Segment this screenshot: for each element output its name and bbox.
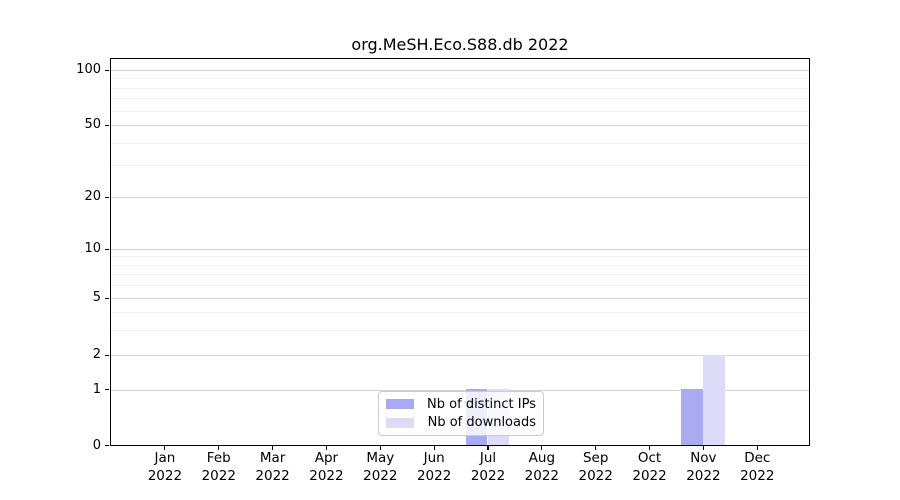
y-axis-tick (105, 196, 109, 198)
x-axis-tick (272, 446, 274, 450)
grid-line-minor (111, 329, 809, 331)
grid-line-minor (111, 110, 809, 112)
grid-line-minor (111, 78, 809, 80)
x-axis-tick-label-line: Oct (637, 450, 662, 466)
x-axis-tick-label-line: 2022 (686, 467, 721, 484)
x-axis-tick-label-line: Jan (154, 450, 176, 466)
x-axis-tick-label-line: Sep (582, 450, 609, 466)
grid-line-minor (111, 264, 809, 266)
x-axis-tick-label: Nov 2022 (671, 450, 735, 485)
legend-item-downloads: Nb of downloads (386, 415, 536, 430)
grid-line-minor (111, 87, 809, 89)
x-axis-tick-label-line: 2022 (147, 467, 183, 484)
x-axis-tick-label: Aug 2022 (510, 450, 574, 485)
x-axis-tick-label: Sep 2022 (564, 450, 628, 485)
y-axis-tick (105, 354, 109, 356)
x-axis-tick-label-line: Feb (206, 450, 231, 466)
x-axis-tick-label-line: 2022 (309, 467, 344, 484)
chart-title: org.MeSH.Eco.S88.db 2022 (351, 35, 569, 54)
x-axis-tick-label: Oct 2022 (618, 450, 682, 485)
x-axis-tick (541, 446, 543, 450)
x-axis-tick-label-line: 2022 (363, 467, 398, 484)
y-axis-tick-label: 5 (92, 290, 101, 305)
y-axis-tick (105, 389, 109, 391)
x-axis-tick-label: Apr 2022 (294, 450, 358, 485)
legend-label-downloads: Nb of downloads (427, 415, 536, 431)
x-axis-tick-label-line: 2022 (578, 467, 613, 484)
x-axis-tick-label: Jul 2022 (456, 450, 520, 485)
x-axis-tick (487, 446, 489, 450)
grid-line-major (111, 125, 809, 126)
x-axis-tick-label-line: 2022 (470, 467, 506, 484)
plot-area (110, 58, 810, 446)
y-axis-tick (105, 248, 109, 250)
x-axis-tick (218, 446, 220, 450)
legend-item-distinct-ips: Nb of distinct IPs (386, 397, 536, 412)
x-axis-tick-label-line: 2022 (524, 467, 560, 484)
x-axis-tick (325, 446, 328, 450)
grid-line-major (111, 197, 809, 198)
y-axis-tick-label: 2 (92, 347, 101, 362)
y-axis-tick-label: 50 (84, 117, 101, 132)
x-axis-tick-label-line: 2022 (255, 467, 290, 484)
x-axis-tick-label-line: Apr (314, 450, 339, 466)
grid-line-major (111, 355, 809, 356)
y-axis-tick-label: 20 (84, 189, 101, 204)
y-axis-tick (105, 297, 109, 299)
x-axis-tick-label: May 2022 (348, 450, 412, 485)
x-axis-tick-label: Jan 2022 (133, 450, 197, 485)
x-axis-tick-label-line: May (366, 450, 395, 466)
y-axis-tick (105, 69, 109, 71)
grid-line-minor (111, 285, 809, 287)
legend: Nb of distinct IPs Nb of downloads (378, 391, 544, 436)
x-axis-tick-label: Jun 2022 (402, 450, 466, 485)
y-axis-tick-label: 100 (76, 62, 101, 77)
y-axis-tick-label: 1 (92, 381, 101, 397)
x-axis-tick-label-line: Nov (690, 450, 717, 466)
legend-swatch-downloads (386, 417, 414, 428)
y-axis-tick (105, 124, 109, 126)
grid-line-minor (111, 311, 809, 313)
x-axis-tick-label-line: Jun (423, 450, 445, 466)
grid-line-minor (111, 142, 809, 144)
legend-label-distinct-ips: Nb of distinct IPs (427, 396, 536, 412)
grid-line-minor (111, 256, 809, 258)
bar-distinct-ips (681, 389, 703, 445)
grid-line-major (111, 70, 809, 71)
x-axis-tick (595, 446, 597, 450)
x-axis-tick-label-line: 2022 (416, 467, 452, 484)
grid-line-minor (111, 98, 809, 100)
x-axis-tick-label-line: 2022 (632, 467, 667, 484)
x-axis-tick-label: Dec 2022 (725, 450, 789, 485)
grid-line-minor (111, 165, 809, 167)
grid-line-minor (111, 274, 809, 276)
y-axis-tick-label: 10 (84, 241, 101, 256)
y-axis-tick-label: 0 (92, 437, 101, 453)
x-axis-tick (164, 446, 166, 450)
x-axis-tick (433, 446, 435, 450)
x-axis-tick-label: Feb 2022 (187, 450, 251, 485)
x-axis-tick (379, 446, 381, 450)
x-axis-tick (702, 446, 704, 450)
x-axis-tick-label-line: Mar (259, 450, 286, 466)
x-axis-tick-label-line: Jul (479, 450, 497, 466)
grid-line-major (111, 249, 809, 250)
x-axis-tick-label-line: Dec (744, 450, 771, 466)
x-axis-tick-label: Mar 2022 (241, 450, 305, 485)
legend-swatch-distinct-ips (386, 399, 414, 410)
bar-downloads (702, 354, 725, 445)
grid-line-major (111, 389, 809, 391)
y-axis-tick (105, 445, 109, 447)
x-axis-tick (756, 446, 758, 450)
grid-line-major (111, 298, 809, 299)
x-axis-tick-label-line: 2022 (201, 467, 236, 484)
x-axis-tick-label-line: Aug (528, 450, 556, 466)
x-axis-tick (648, 446, 651, 450)
x-axis-tick-label-line: 2022 (740, 467, 775, 484)
